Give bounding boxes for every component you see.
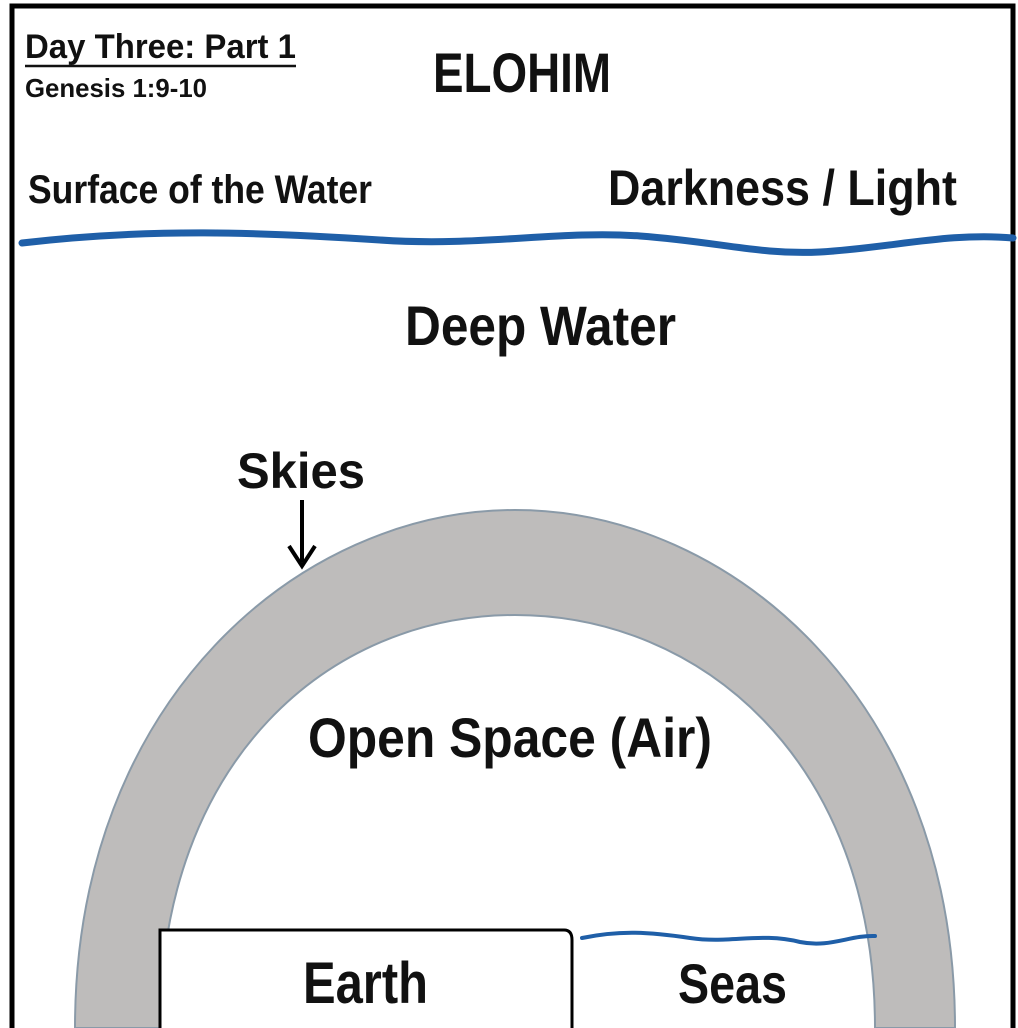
heading: ELOHIM (433, 41, 611, 104)
surface-label: Surface of the Water (28, 168, 372, 212)
deep-water-label: Deep Water (405, 294, 676, 357)
seas-label: Seas (678, 952, 787, 1015)
reference: Genesis 1:9-10 (25, 73, 207, 103)
skies-label: Skies (237, 443, 365, 499)
darkness-light-label: Darkness / Light (608, 160, 957, 216)
title: Day Three: Part 1 (25, 28, 296, 66)
open-space-label: Open Space (Air) (308, 706, 712, 769)
diagram: Day Three: Part 1 Genesis 1:9-10 ELOHIM … (0, 0, 1018, 1028)
earth-label: Earth (303, 951, 428, 1016)
page: Day Three: Part 1 Genesis 1:9-10 ELOHIM … (0, 0, 1018, 1028)
